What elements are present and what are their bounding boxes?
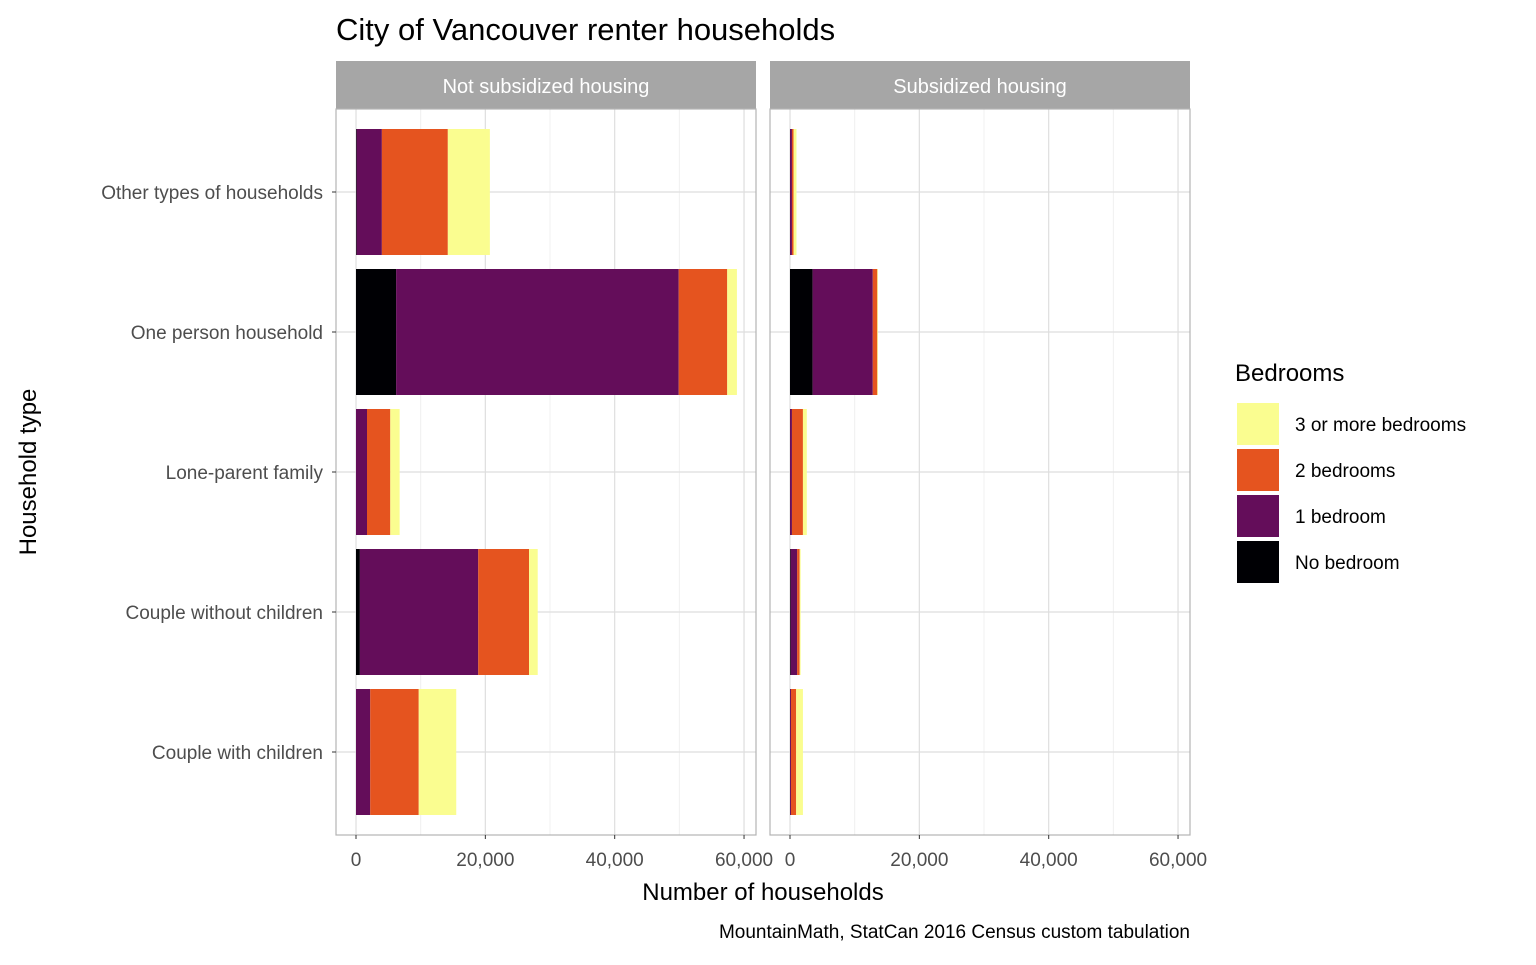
bar-segment xyxy=(790,549,791,675)
facet-strip-label: Subsidized housing xyxy=(893,76,1066,98)
bar-segment xyxy=(366,409,391,535)
bar-segment xyxy=(791,129,794,255)
bar-segment xyxy=(356,129,357,255)
bar-segment xyxy=(529,549,538,675)
legend: Bedrooms 3 or more bedrooms 2 bedrooms 1 b… xyxy=(1235,360,1466,583)
bar-segment xyxy=(790,689,791,815)
bar-segment xyxy=(356,269,397,395)
bar-segment xyxy=(727,269,737,395)
facet-strip-label: Not subsidized housing xyxy=(443,76,650,98)
bar-segment xyxy=(877,269,878,395)
bar-segment xyxy=(356,689,371,815)
y-tick-label: Couple without children xyxy=(125,603,323,624)
bar-segment xyxy=(790,129,792,255)
bar-segment xyxy=(390,409,400,535)
legend-label: No bedroom xyxy=(1295,553,1400,574)
bar-segment xyxy=(396,269,679,395)
bar-segment xyxy=(799,549,801,675)
bar-segment xyxy=(381,129,448,255)
legend-key xyxy=(1237,495,1279,537)
x-axis-title: Number of households xyxy=(642,879,883,906)
x-tick-label: 0 xyxy=(785,850,796,871)
bar-segment xyxy=(370,689,419,815)
legend-label: 3 or more bedrooms xyxy=(1295,415,1466,436)
x-tick-label: 20,000 xyxy=(456,850,514,871)
x-tick-label: 0 xyxy=(351,850,362,871)
bar-segment xyxy=(793,129,797,255)
caption: MountainMath, StatCan 2016 Census custom… xyxy=(719,922,1190,943)
legend-title: Bedrooms xyxy=(1235,360,1344,387)
legend-key xyxy=(1237,541,1279,583)
legend-label: 1 bedroom xyxy=(1295,507,1386,528)
chart-title: City of Vancouver renter households xyxy=(336,12,835,47)
x-tick-label: 60,000 xyxy=(1149,850,1207,871)
bar-segment xyxy=(356,129,382,255)
x-tick-label: 40,000 xyxy=(586,850,644,871)
y-tick-label: One person household xyxy=(131,323,323,344)
bar-segment xyxy=(797,549,800,675)
y-tick-label: Other types of households xyxy=(101,183,323,204)
y-axis-title: Household type xyxy=(15,389,42,556)
bar-segment xyxy=(802,409,807,535)
bar-segment xyxy=(418,689,457,815)
x-tick-label: 40,000 xyxy=(1020,850,1078,871)
bar-segment xyxy=(359,549,479,675)
bar-segment xyxy=(790,269,813,395)
bar-segment xyxy=(812,269,873,395)
bar-segment xyxy=(872,269,878,395)
x-tick-label: 60,000 xyxy=(715,850,773,871)
bar-segment xyxy=(678,269,728,395)
panel-border xyxy=(769,108,1191,836)
panel-subsidized: Subsidized housing 0 20,000 40,000 60,000 xyxy=(769,61,1207,871)
facet-strip xyxy=(336,61,756,109)
bar-segment xyxy=(447,129,490,255)
panel-not-subsidized: Not subsidized housing 0 20,000 40,000 60,00… xyxy=(335,61,773,871)
legend-label: 2 bedrooms xyxy=(1295,461,1395,482)
legend-key xyxy=(1237,403,1279,445)
x-tick-label: 20,000 xyxy=(890,850,948,871)
legend-key xyxy=(1237,449,1279,491)
facet-strip xyxy=(770,61,1190,109)
bar-segment xyxy=(796,689,803,815)
bar-segment xyxy=(790,409,792,535)
bar-segment xyxy=(790,689,797,815)
bar-segment xyxy=(478,549,530,675)
y-tick-label: Lone-parent family xyxy=(166,463,324,484)
bar-segment xyxy=(356,409,367,535)
y-tick-label: Couple with children xyxy=(152,743,323,764)
bar-segment xyxy=(356,549,360,675)
bar-segment xyxy=(790,549,798,675)
bar-segment xyxy=(791,409,803,535)
